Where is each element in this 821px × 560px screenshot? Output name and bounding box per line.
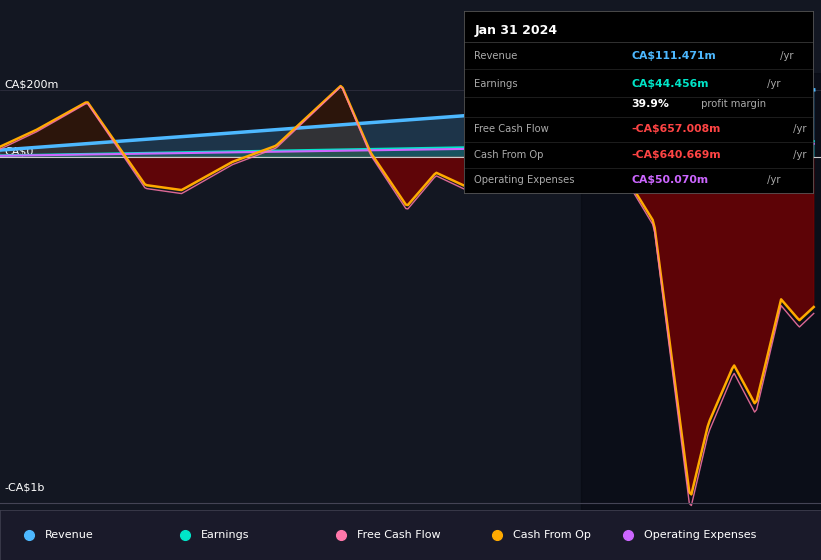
- Text: -CA$640.669m: -CA$640.669m: [631, 150, 721, 160]
- Text: Operating Expenses: Operating Expenses: [644, 530, 757, 540]
- Bar: [581, 73, 821, 510]
- Text: /yr: /yr: [777, 52, 794, 61]
- Text: Revenue: Revenue: [45, 530, 94, 540]
- Text: Cash From Op: Cash From Op: [513, 530, 591, 540]
- Text: CA$200m: CA$200m: [4, 80, 58, 90]
- Text: -CA$657.008m: -CA$657.008m: [631, 124, 721, 134]
- Text: Operating Expenses: Operating Expenses: [475, 175, 575, 185]
- Text: CA$44.456m: CA$44.456m: [631, 78, 709, 88]
- Text: CA$0: CA$0: [4, 147, 34, 157]
- Text: /yr: /yr: [791, 124, 807, 134]
- Text: -CA$1b: -CA$1b: [4, 483, 44, 493]
- Text: 39.9%: 39.9%: [631, 99, 669, 109]
- Text: /yr: /yr: [764, 175, 781, 185]
- Text: Earnings: Earnings: [201, 530, 250, 540]
- Text: /yr: /yr: [791, 150, 807, 160]
- Text: CA$111.471m: CA$111.471m: [631, 52, 716, 61]
- Text: Free Cash Flow: Free Cash Flow: [475, 124, 549, 134]
- Text: /yr: /yr: [764, 78, 781, 88]
- Text: Revenue: Revenue: [475, 52, 518, 61]
- Text: Jan 31 2024: Jan 31 2024: [475, 24, 557, 37]
- Text: Earnings: Earnings: [475, 78, 518, 88]
- Text: Cash From Op: Cash From Op: [475, 150, 544, 160]
- Text: CA$50.070m: CA$50.070m: [631, 175, 709, 185]
- Text: profit margin: profit margin: [698, 99, 766, 109]
- Text: Free Cash Flow: Free Cash Flow: [357, 530, 441, 540]
